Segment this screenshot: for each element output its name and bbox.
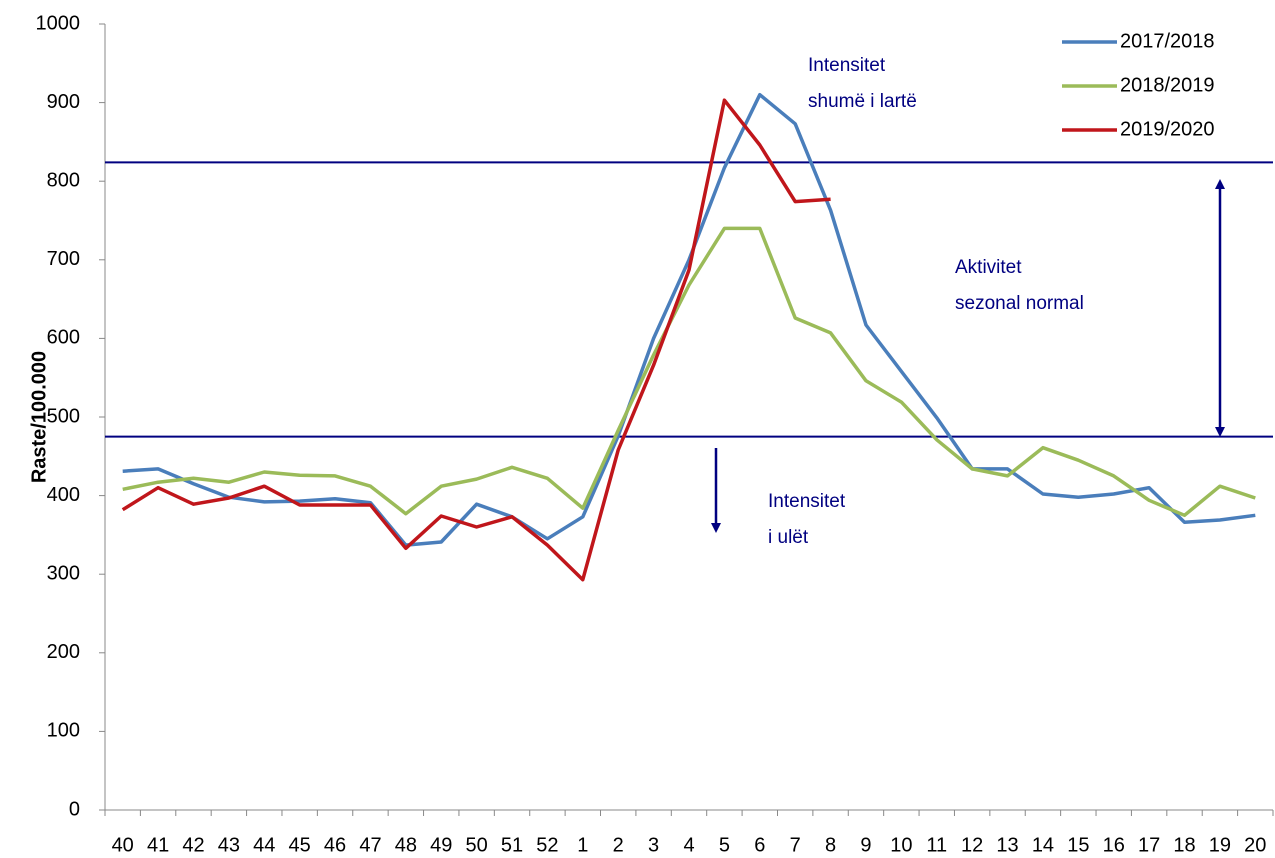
x-tick-label: 41 [147,834,169,856]
x-tick-label: 2 [613,834,624,856]
x-tick-label: 47 [359,834,381,856]
x-tick-label: 42 [182,834,204,856]
y-tick-label: 100 [47,720,80,742]
x-tick-label: 15 [1067,834,1089,856]
x-tick-label: 52 [536,834,558,856]
y-tick-label: 300 [47,562,80,584]
annotation: Intensitet [768,491,846,512]
series-line [122,226,1256,518]
y-tick-label: 900 [47,91,80,113]
y-tick-label: 800 [47,169,80,191]
x-tick-label: 20 [1244,834,1266,856]
x-tick-label: 5 [719,834,730,856]
x-tick-label: 48 [395,834,417,856]
x-tick-label: 18 [1173,834,1195,856]
x-tick-label: 43 [218,834,240,856]
legend-label: 2019/2020 [1120,118,1215,140]
x-tick-label: 44 [253,834,275,856]
x-tick-label: 12 [961,834,983,856]
annotation: sezonal normal [955,293,1084,314]
x-tick-label: 40 [112,834,134,856]
x-tick-label: 49 [430,834,452,856]
x-tick-label: 46 [324,834,346,856]
x-tick-label: 1 [577,834,588,856]
y-tick-label: 600 [47,327,80,349]
y-tick-label: 0 [69,798,80,820]
x-tick-label: 7 [790,834,801,856]
x-tick-label: 4 [683,834,694,856]
x-tick-label: 17 [1138,834,1160,856]
x-tick-label: 51 [501,834,523,856]
x-tick-label: 16 [1103,834,1125,856]
legend-label: 2017/2018 [1120,30,1215,52]
x-tick-label: 13 [996,834,1018,856]
legend-label: 2018/2019 [1120,74,1215,96]
y-tick-label: 200 [47,641,80,663]
y-tick-label: 400 [47,484,80,506]
x-tick-label: 8 [825,834,836,856]
y-tick-label: 1000 [36,12,81,34]
x-tick-label: 50 [466,834,488,856]
annotation: Aktivitet [955,257,1022,278]
y-axis-label: Raste/100.000 [28,351,50,483]
y-tick-label: 500 [47,405,80,427]
x-tick-label: 14 [1032,834,1054,856]
series-line [121,98,831,582]
series-line [122,92,1256,547]
x-tick-label: 6 [754,834,765,856]
x-tick-label: 19 [1209,834,1231,856]
y-tick-label: 700 [47,248,80,270]
x-tick-label: 45 [289,834,311,856]
x-tick-label: 11 [926,834,947,856]
x-tick-label: 10 [890,834,912,856]
annotation: Intensitet [808,55,886,76]
annotation: i ulët [768,527,809,548]
x-tick-label: 3 [648,834,659,856]
x-tick-label: 9 [860,834,871,856]
annotation: shumë i lartë [808,91,917,112]
